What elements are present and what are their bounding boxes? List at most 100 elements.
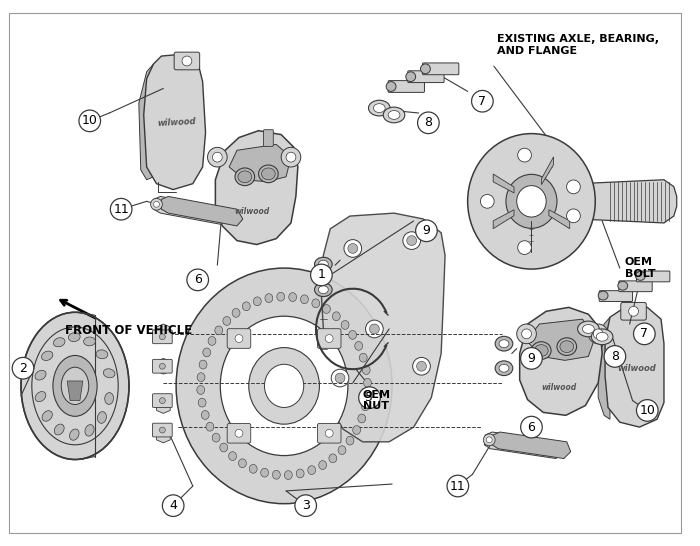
Ellipse shape bbox=[314, 257, 332, 271]
FancyBboxPatch shape bbox=[599, 290, 633, 301]
Ellipse shape bbox=[373, 104, 385, 112]
Ellipse shape bbox=[332, 312, 340, 321]
Ellipse shape bbox=[341, 321, 349, 329]
Circle shape bbox=[311, 264, 332, 286]
Circle shape bbox=[604, 346, 626, 367]
Ellipse shape bbox=[368, 100, 390, 116]
Ellipse shape bbox=[32, 327, 118, 445]
Polygon shape bbox=[494, 210, 514, 229]
Ellipse shape bbox=[499, 340, 509, 348]
Polygon shape bbox=[216, 130, 298, 245]
Ellipse shape bbox=[388, 110, 400, 120]
Text: 7: 7 bbox=[640, 328, 648, 340]
Circle shape bbox=[518, 241, 531, 254]
Circle shape bbox=[160, 334, 165, 340]
Ellipse shape bbox=[272, 470, 280, 479]
Ellipse shape bbox=[300, 295, 309, 304]
Polygon shape bbox=[157, 358, 170, 374]
Circle shape bbox=[518, 148, 531, 162]
Ellipse shape bbox=[276, 292, 285, 301]
Ellipse shape bbox=[220, 316, 348, 455]
Polygon shape bbox=[549, 210, 570, 229]
Polygon shape bbox=[139, 64, 153, 180]
Ellipse shape bbox=[495, 361, 513, 376]
Circle shape bbox=[413, 358, 430, 375]
Ellipse shape bbox=[176, 268, 392, 503]
Ellipse shape bbox=[197, 373, 205, 382]
FancyBboxPatch shape bbox=[619, 281, 652, 292]
Circle shape bbox=[160, 427, 165, 433]
Text: 10: 10 bbox=[639, 404, 655, 417]
Circle shape bbox=[521, 348, 542, 369]
Ellipse shape bbox=[323, 305, 330, 313]
Ellipse shape bbox=[560, 341, 574, 353]
Circle shape bbox=[416, 361, 426, 371]
Circle shape bbox=[182, 56, 192, 66]
Ellipse shape bbox=[42, 411, 52, 421]
Ellipse shape bbox=[41, 351, 53, 360]
Ellipse shape bbox=[421, 64, 430, 74]
Ellipse shape bbox=[220, 443, 228, 452]
Ellipse shape bbox=[338, 446, 346, 455]
Text: wilwood: wilwood bbox=[617, 364, 656, 373]
Polygon shape bbox=[484, 432, 563, 459]
FancyBboxPatch shape bbox=[317, 424, 341, 443]
Circle shape bbox=[589, 324, 608, 343]
Circle shape bbox=[281, 147, 301, 167]
Circle shape bbox=[594, 329, 603, 339]
Polygon shape bbox=[67, 381, 83, 401]
Ellipse shape bbox=[582, 324, 594, 334]
Polygon shape bbox=[598, 317, 610, 419]
Circle shape bbox=[517, 324, 536, 343]
Text: 11: 11 bbox=[450, 479, 466, 492]
Polygon shape bbox=[526, 319, 595, 360]
Circle shape bbox=[295, 495, 316, 517]
FancyBboxPatch shape bbox=[153, 394, 172, 407]
Ellipse shape bbox=[312, 299, 320, 308]
Ellipse shape bbox=[318, 286, 328, 294]
Circle shape bbox=[111, 198, 132, 220]
Ellipse shape bbox=[21, 312, 129, 460]
Ellipse shape bbox=[383, 107, 405, 123]
Circle shape bbox=[358, 387, 380, 408]
Ellipse shape bbox=[85, 425, 94, 436]
FancyBboxPatch shape bbox=[153, 423, 172, 437]
Ellipse shape bbox=[229, 452, 237, 460]
Ellipse shape bbox=[284, 471, 292, 479]
Ellipse shape bbox=[232, 308, 240, 317]
Circle shape bbox=[370, 324, 379, 334]
Text: OEM
NUT: OEM NUT bbox=[363, 390, 391, 411]
Ellipse shape bbox=[105, 393, 113, 405]
Ellipse shape bbox=[353, 425, 360, 435]
Ellipse shape bbox=[96, 350, 108, 359]
FancyBboxPatch shape bbox=[388, 81, 424, 92]
Circle shape bbox=[153, 201, 160, 207]
Text: 10: 10 bbox=[82, 114, 98, 127]
Ellipse shape bbox=[197, 385, 204, 394]
Ellipse shape bbox=[636, 271, 645, 280]
Ellipse shape bbox=[596, 333, 608, 341]
Ellipse shape bbox=[69, 333, 81, 342]
Ellipse shape bbox=[495, 336, 513, 351]
Ellipse shape bbox=[570, 183, 590, 220]
Polygon shape bbox=[519, 307, 602, 416]
Ellipse shape bbox=[262, 168, 275, 180]
Ellipse shape bbox=[235, 168, 255, 186]
Circle shape bbox=[207, 147, 228, 167]
Ellipse shape bbox=[198, 398, 206, 407]
Text: wilwood: wilwood bbox=[541, 383, 577, 393]
Circle shape bbox=[484, 434, 495, 446]
Ellipse shape bbox=[253, 297, 261, 306]
FancyBboxPatch shape bbox=[317, 329, 341, 348]
Ellipse shape bbox=[359, 353, 368, 362]
Text: EXISTING AXLE, BEARING,
AND FLANGE: EXISTING AXLE, BEARING, AND FLANGE bbox=[497, 34, 659, 56]
Ellipse shape bbox=[202, 411, 209, 419]
FancyBboxPatch shape bbox=[621, 302, 646, 320]
Text: OEM
BOLT: OEM BOLT bbox=[624, 257, 655, 279]
Circle shape bbox=[335, 373, 345, 383]
Circle shape bbox=[12, 358, 34, 379]
Text: 1: 1 bbox=[318, 269, 326, 282]
Ellipse shape bbox=[346, 436, 354, 445]
Ellipse shape bbox=[296, 469, 304, 478]
Ellipse shape bbox=[361, 402, 369, 411]
